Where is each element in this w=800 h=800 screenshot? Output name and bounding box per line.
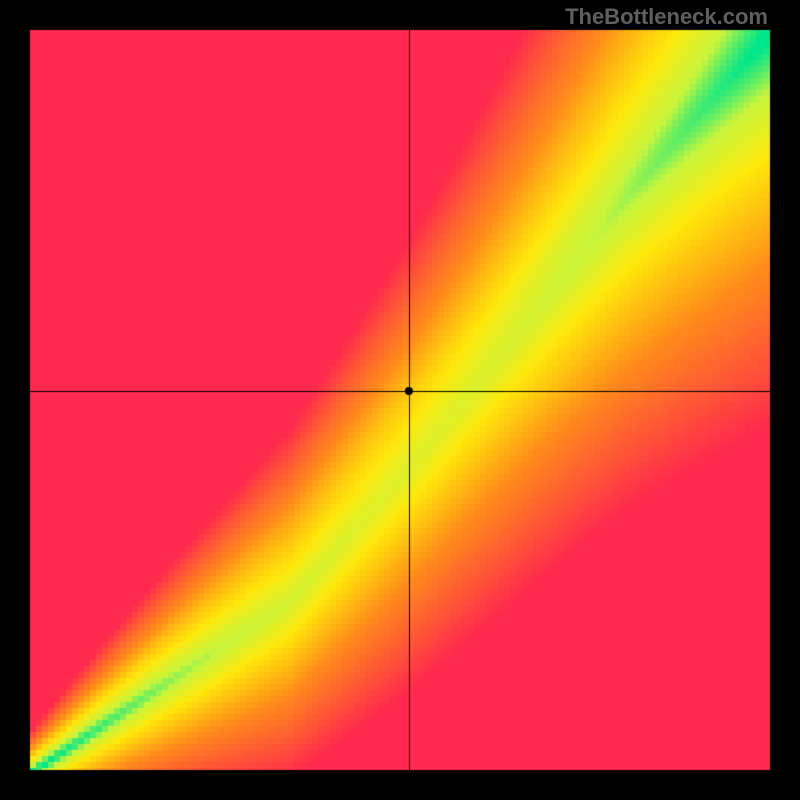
bottleneck-heatmap [0,0,800,800]
chart-container: TheBottleneck.com [0,0,800,800]
watermark-text: TheBottleneck.com [565,4,768,30]
